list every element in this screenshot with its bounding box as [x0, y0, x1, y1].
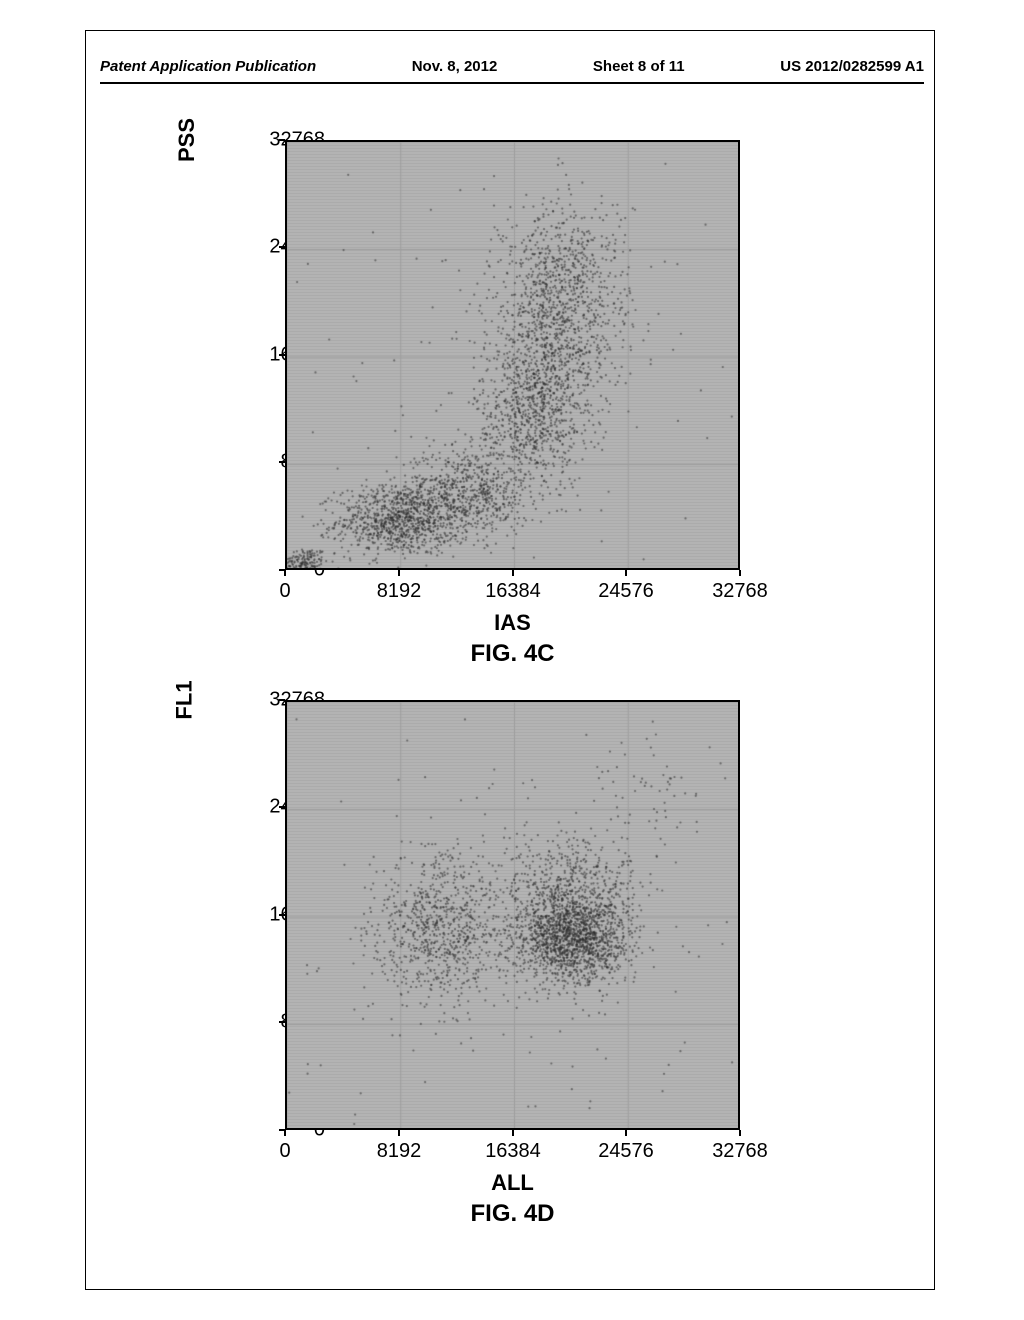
x-tick-mark	[625, 1130, 627, 1136]
x-tick-label: 0	[279, 1140, 290, 1163]
header-rule	[100, 82, 924, 84]
x-tick-mark	[739, 1130, 741, 1136]
figure-label: FIG. 4D	[285, 1200, 740, 1228]
figure-label: FIG. 4C	[285, 640, 740, 668]
x-tick-label: 32768	[712, 1140, 768, 1163]
x-tick-label: 32768	[712, 580, 768, 603]
x-tick-mark	[739, 570, 741, 576]
page-header: Patent Application Publication Nov. 8, 2…	[100, 58, 924, 75]
x-tick-label: 16384	[485, 580, 541, 603]
publication-date: Nov. 8, 2012	[412, 58, 498, 75]
x-tick-label: 8192	[377, 580, 422, 603]
x-tick-label: 16384	[485, 1140, 541, 1163]
x-tick-mark	[512, 1130, 514, 1136]
x-axis-label: IAS	[285, 610, 740, 636]
scatter-plot	[285, 700, 740, 1130]
y-axis-label: PSS	[174, 118, 200, 162]
x-tick-mark	[625, 570, 627, 576]
scatter-plot	[285, 140, 740, 570]
x-tick-label: 0	[279, 580, 290, 603]
scatter-canvas	[287, 142, 740, 570]
publication-number: US 2012/0282599 A1	[780, 58, 924, 75]
sheet-number: Sheet 8 of 11	[593, 58, 685, 75]
x-tick-mark	[512, 570, 514, 576]
x-axis-label: ALL	[285, 1170, 740, 1196]
x-tick-label: 24576	[598, 1140, 654, 1163]
x-tick-mark	[398, 1130, 400, 1136]
y-axis-label: FL1	[172, 680, 198, 719]
scatter-canvas	[287, 702, 740, 1130]
x-tick-mark	[284, 1130, 286, 1136]
x-tick-mark	[398, 570, 400, 576]
x-tick-label: 24576	[598, 580, 654, 603]
x-tick-label: 8192	[377, 1140, 422, 1163]
publication-label: Patent Application Publication	[100, 58, 316, 75]
x-tick-mark	[284, 570, 286, 576]
